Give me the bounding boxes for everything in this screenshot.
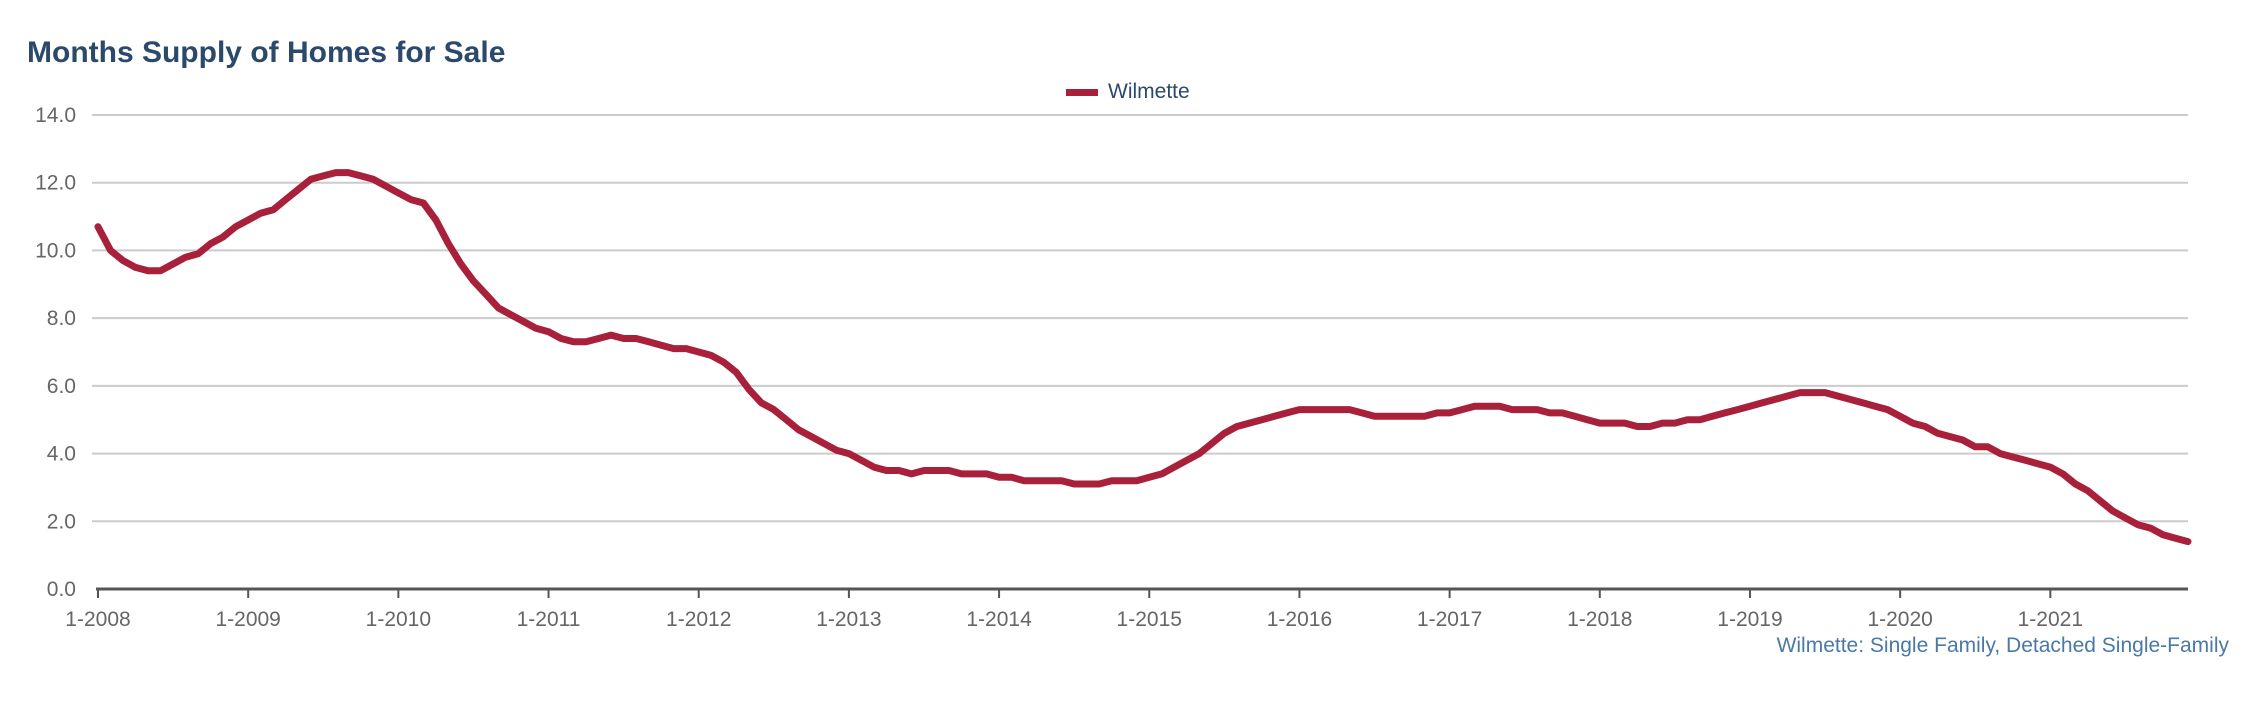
x-tick-label: 1-2009 [215, 608, 280, 631]
legend-label: Wilmette [1108, 80, 1190, 103]
x-tick-label: 1-2016 [1267, 608, 1332, 631]
x-tick-label: 1-2014 [966, 608, 1032, 631]
legend-swatch [1066, 88, 1098, 96]
y-tick-label: 10.0 [35, 239, 76, 262]
chart-title: Months Supply of Homes for Sale [27, 36, 506, 69]
series-line-wilmette[interactable] [94, 169, 2192, 546]
y-tick-label: 2.0 [47, 510, 76, 533]
x-axis: 1-2008 1-2009 1-2010 1-2011 1-2012 1-2013 1-20… [65, 587, 2188, 631]
x-tick-label: 1-2010 [366, 608, 431, 631]
y-axis-tick-labels: 0.0 2.0 4.0 6.0 8.0 10.0 12.0 14.0 [35, 104, 76, 601]
x-tick-label: 1-2012 [666, 608, 731, 631]
x-tick-label: 1-2019 [1717, 608, 1782, 631]
y-tick-label: 6.0 [47, 375, 76, 398]
series-layer [94, 169, 2192, 546]
legend[interactable]: Wilmette [1066, 80, 1190, 104]
x-tick-label: 1-2011 [517, 608, 581, 631]
y-tick-label: 8.0 [47, 307, 76, 330]
y-tick-label: 12.0 [35, 172, 76, 195]
x-tick-label: 1-2021 [2018, 608, 2083, 631]
y-tick-label: 4.0 [47, 443, 76, 466]
x-tick-label: 1-2008 [65, 608, 130, 631]
gridlines [92, 114, 2188, 523]
x-tick-label: 1-2013 [816, 608, 881, 631]
y-tick-label: 0.0 [47, 578, 76, 601]
x-tick-label: 1-2015 [1117, 608, 1182, 631]
y-tick-label: 14.0 [35, 104, 76, 127]
x-tick-label: 1-2020 [1867, 608, 1932, 631]
chart-footnote: Wilmette: Single Family, Detached Single… [1776, 634, 2229, 657]
x-tick-label: 1-2017 [1417, 608, 1482, 631]
x-tick-label: 1-2018 [1567, 608, 1632, 631]
